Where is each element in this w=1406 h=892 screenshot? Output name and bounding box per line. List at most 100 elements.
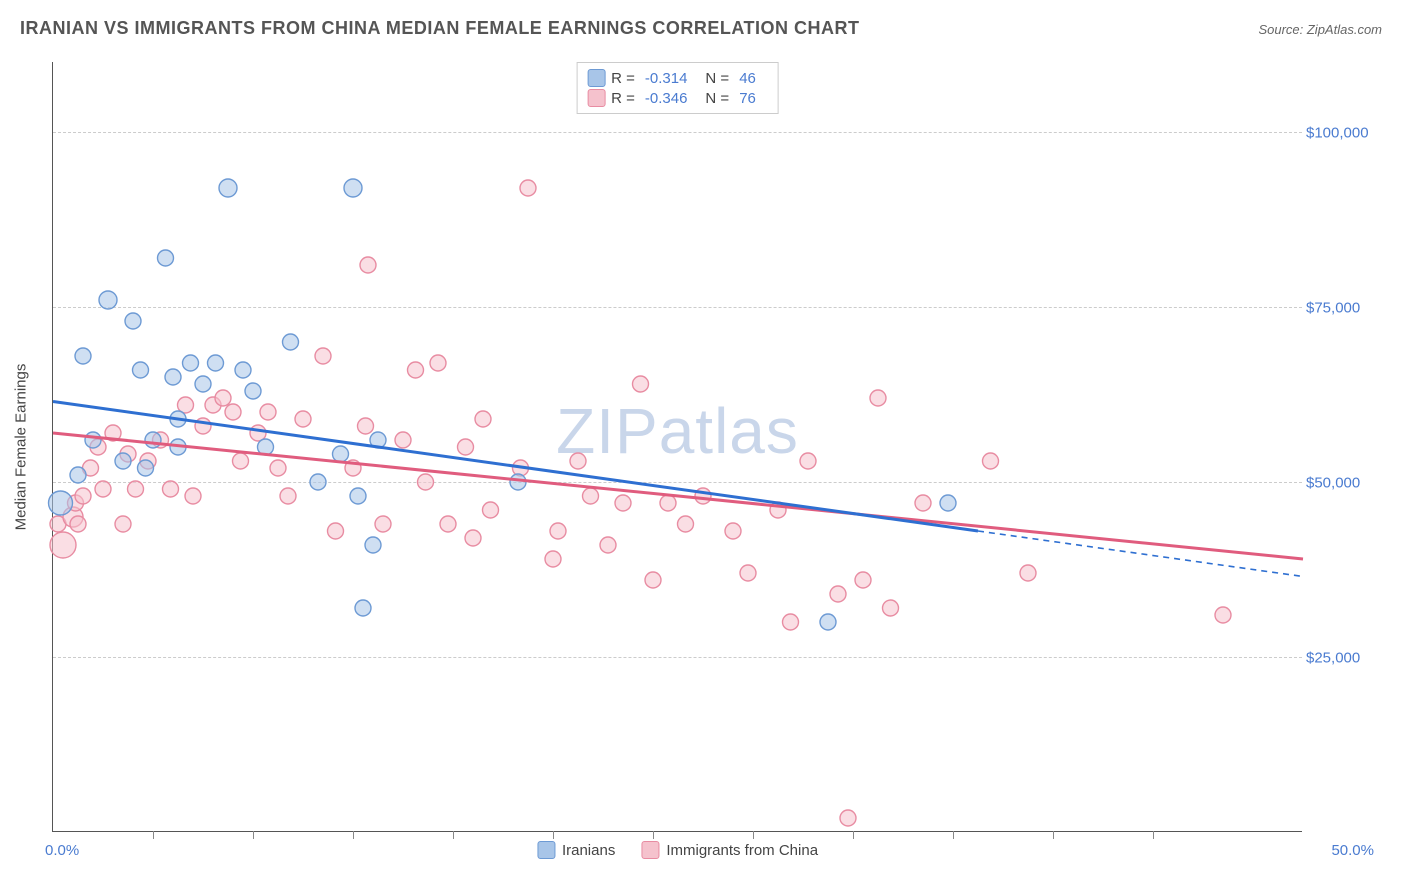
scatter-point <box>550 523 566 539</box>
legend-label: Iranians <box>562 842 615 859</box>
scatter-point <box>483 502 499 518</box>
r-label: R = <box>611 70 635 87</box>
scatter-point <box>158 250 174 266</box>
scatter-point <box>270 460 286 476</box>
scatter-point <box>740 565 756 581</box>
scatter-point <box>70 467 86 483</box>
scatter-point <box>418 474 434 490</box>
scatter-point <box>125 313 141 329</box>
y-tick-label: $100,000 <box>1306 125 1384 142</box>
scatter-point <box>440 516 456 532</box>
x-tick <box>1053 831 1054 839</box>
scatter-point <box>283 334 299 350</box>
regression-line <box>53 402 978 532</box>
source-label: Source: ZipAtlas.com <box>1258 22 1382 37</box>
scatter-point <box>138 460 154 476</box>
swatch-series-b <box>641 841 659 859</box>
scatter-point <box>233 453 249 469</box>
n-value: 76 <box>739 90 756 107</box>
x-axis-start-label: 0.0% <box>45 842 79 859</box>
x-tick <box>453 831 454 839</box>
y-tick-label: $75,000 <box>1306 300 1384 317</box>
x-tick <box>253 831 254 839</box>
scatter-point <box>940 495 956 511</box>
scatter-point <box>310 474 326 490</box>
scatter-point <box>49 491 73 515</box>
swatch-series-a <box>537 841 555 859</box>
n-label: N = <box>705 70 729 87</box>
x-tick <box>653 831 654 839</box>
scatter-point <box>208 355 224 371</box>
scatter-point <box>185 488 201 504</box>
scatter-point <box>1020 565 1036 581</box>
scatter-point <box>545 551 561 567</box>
scatter-point <box>260 404 276 420</box>
y-axis-title: Median Female Earnings <box>13 363 30 530</box>
scatter-point <box>163 481 179 497</box>
scatter-point <box>344 179 362 197</box>
scatter-point <box>315 348 331 364</box>
x-tick <box>153 831 154 839</box>
chart-title: IRANIAN VS IMMIGRANTS FROM CHINA MEDIAN … <box>20 18 859 39</box>
r-value: -0.314 <box>645 70 688 87</box>
y-tick-label: $50,000 <box>1306 475 1384 492</box>
x-tick <box>1153 831 1154 839</box>
x-axis-end-label: 50.0% <box>1331 842 1374 859</box>
swatch-series-b <box>587 89 605 107</box>
scatter-point <box>365 537 381 553</box>
legend-item: Iranians <box>537 841 615 859</box>
scatter-point <box>280 488 296 504</box>
n-label: N = <box>705 90 729 107</box>
scatter-point <box>355 600 371 616</box>
scatter-point <box>115 453 131 469</box>
x-tick <box>853 831 854 839</box>
r-label: R = <box>611 90 635 107</box>
chart-svg <box>53 62 1302 831</box>
scatter-point <box>510 474 526 490</box>
regression-line <box>53 433 1303 559</box>
scatter-point <box>350 488 366 504</box>
scatter-point <box>783 614 799 630</box>
scatter-point <box>983 453 999 469</box>
x-tick <box>553 831 554 839</box>
scatter-point <box>855 572 871 588</box>
scatter-point <box>245 383 261 399</box>
scatter-point <box>295 411 311 427</box>
scatter-point <box>883 600 899 616</box>
scatter-point <box>395 432 411 448</box>
scatter-point <box>375 516 391 532</box>
scatter-point <box>583 488 599 504</box>
y-tick-label: $25,000 <box>1306 650 1384 667</box>
scatter-point <box>328 523 344 539</box>
scatter-point <box>165 369 181 385</box>
scatter-point <box>215 390 231 406</box>
scatter-point <box>800 453 816 469</box>
scatter-point <box>830 586 846 602</box>
scatter-point <box>678 516 694 532</box>
legend-item: Immigrants from China <box>641 841 818 859</box>
legend-row: R = -0.314 N = 46 <box>587 69 768 87</box>
legend-row: R =-0.346N =76 <box>587 89 768 107</box>
scatter-point <box>358 418 374 434</box>
scatter-point <box>725 523 741 539</box>
plot-area: Median Female Earnings ZIPatlas $25,000$… <box>52 62 1302 832</box>
scatter-point <box>235 362 251 378</box>
scatter-point <box>1215 607 1231 623</box>
scatter-point <box>219 179 237 197</box>
scatter-point <box>570 453 586 469</box>
n-value: 46 <box>739 70 756 87</box>
scatter-point <box>183 355 199 371</box>
scatter-point <box>128 481 144 497</box>
scatter-point <box>408 362 424 378</box>
legend-label: Immigrants from China <box>666 842 818 859</box>
scatter-point <box>820 614 836 630</box>
legend-series: Iranians Immigrants from China <box>537 841 818 859</box>
scatter-point <box>75 348 91 364</box>
scatter-point <box>145 432 161 448</box>
scatter-point <box>115 516 131 532</box>
scatter-point <box>95 481 111 497</box>
legend-correlation: R =-0.314N =46R =-0.346N =76 <box>576 62 779 114</box>
scatter-point <box>660 495 676 511</box>
scatter-point <box>475 411 491 427</box>
scatter-point <box>915 495 931 511</box>
